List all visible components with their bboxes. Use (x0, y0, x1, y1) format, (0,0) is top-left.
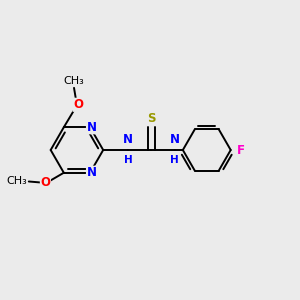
Text: O: O (73, 98, 83, 111)
Text: CH₃: CH₃ (7, 176, 27, 187)
Text: O: O (40, 176, 50, 190)
Text: N: N (86, 121, 97, 134)
Text: H: H (170, 155, 179, 165)
Text: F: F (236, 143, 244, 157)
Text: N: N (123, 134, 133, 146)
Text: H: H (124, 155, 132, 165)
Text: N: N (86, 166, 97, 179)
Text: S: S (147, 112, 156, 125)
Text: N: N (170, 134, 180, 146)
Text: CH₃: CH₃ (64, 76, 84, 86)
